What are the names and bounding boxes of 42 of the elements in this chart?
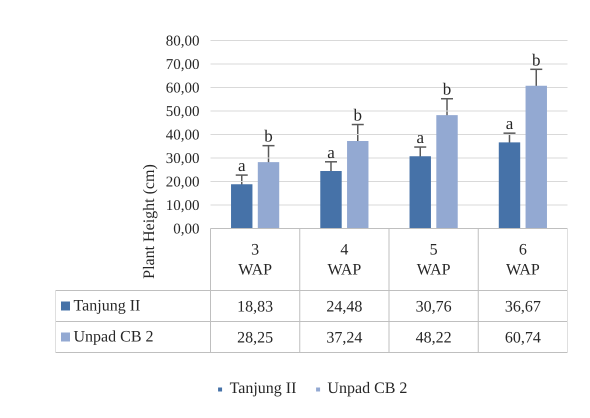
- bar: [436, 115, 458, 228]
- y-tick-label: 70,00: [166, 57, 200, 73]
- y-tick-label: 30,00: [166, 151, 200, 167]
- bar: [320, 170, 342, 228]
- annotation: a: [238, 156, 246, 176]
- annotation: b: [264, 126, 273, 146]
- x-tick-label: 3 WAP: [238, 242, 272, 278]
- bar: [231, 184, 252, 228]
- y-tick-label: 20,00: [166, 174, 200, 190]
- y-tick-label: 60,00: [166, 80, 200, 96]
- y-tick-label: 50,00: [166, 104, 200, 120]
- x-tick-label: 4 WAP: [327, 242, 362, 278]
- bar: [498, 142, 520, 228]
- y-tick-label: 0,00: [173, 222, 200, 238]
- bar: [410, 156, 431, 228]
- annotation: a: [327, 142, 336, 162]
- data-label: 28,25: [237, 330, 274, 346]
- x-tick-label: 5 WAP: [416, 242, 451, 278]
- data-label: 36,67: [504, 298, 541, 316]
- annotation: b: [354, 106, 362, 125]
- annotation: a: [416, 128, 424, 148]
- legend-label: Tanjung II: [74, 298, 140, 314]
- data-label: 18,83: [237, 298, 274, 316]
- data-label: 37,24: [326, 330, 362, 346]
- y-tick-label: 10,00: [166, 198, 200, 214]
- bar: [347, 140, 368, 228]
- x-tick-label: 6 WAP: [506, 242, 540, 278]
- text: Tanjung II: [230, 380, 296, 397]
- y-tick-label: 40,00: [166, 128, 200, 144]
- y-tick-label: 80,00: [166, 34, 200, 50]
- data-label: 48,22: [416, 330, 452, 346]
- legend-label: Unpad CB 2: [74, 328, 154, 346]
- y-axis-title: Plant Height (cm): [140, 164, 158, 279]
- annotation: b: [532, 50, 541, 70]
- data-label: 24,48: [326, 298, 362, 316]
- data-label: 60,74: [504, 330, 541, 346]
- text: Unpad CB 2: [327, 380, 408, 397]
- bar: [258, 162, 280, 228]
- bar: [526, 86, 547, 228]
- data-label: 30,76: [416, 298, 452, 316]
- annotation: b: [442, 80, 452, 99]
- annotation: a: [506, 114, 514, 134]
